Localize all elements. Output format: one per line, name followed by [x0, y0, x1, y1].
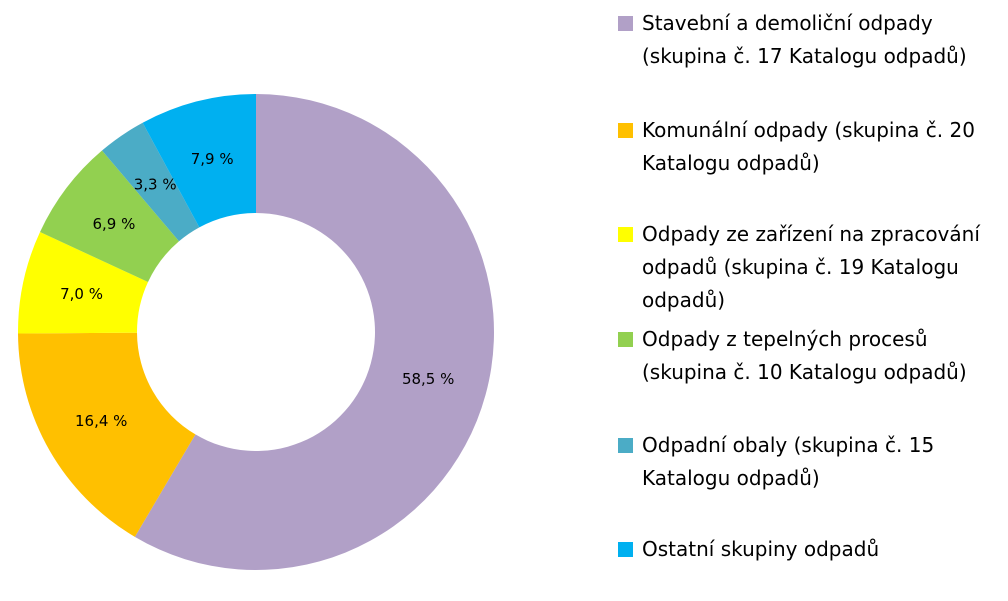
slice-other: [142, 94, 256, 228]
legend-swatch-construction: [618, 16, 633, 31]
data-label-thermal: 6,9 %: [92, 215, 135, 233]
legend-label-packaging: Odpadní obaly (skupina č. 15 Katalogu od…: [642, 433, 935, 490]
data-label-construction: 58,5 %: [402, 370, 454, 388]
slice-thermal: [40, 150, 180, 283]
slice-packaging: [102, 122, 200, 242]
legend-swatch-processing: [618, 227, 633, 242]
legend-swatch-packaging: [618, 438, 633, 453]
slice-construction: [134, 94, 494, 570]
slice-municipal: [18, 332, 196, 537]
legend-label-thermal: Odpady z tepelných procesů (skupina č. 1…: [642, 327, 967, 384]
legend-label-other: Ostatní skupiny odpadů: [642, 537, 880, 561]
legend-swatch-other: [618, 542, 633, 557]
legend-label-construction: Stavební a demoliční odpady (skupina č. …: [642, 11, 967, 68]
legend-swatch-thermal: [618, 332, 633, 347]
data-label-packaging: 3,3 %: [134, 176, 177, 194]
donut-chart: 58,5 % 16,4 % 7,0 % 6,9 % 3,3 % 7,9 %: [18, 94, 494, 570]
data-label-processing: 7,0 %: [60, 285, 103, 303]
legend-label-processing: Odpady ze zařízení na zpracování odpadů …: [642, 222, 980, 312]
slice-processing: [18, 232, 149, 334]
data-label-municipal: 16,4 %: [75, 412, 127, 430]
legend-label-municipal: Komunální odpady (skupina č. 20 Katalogu…: [642, 118, 975, 175]
legend-swatch-municipal: [618, 123, 633, 138]
data-label-other: 7,9 %: [191, 150, 234, 168]
